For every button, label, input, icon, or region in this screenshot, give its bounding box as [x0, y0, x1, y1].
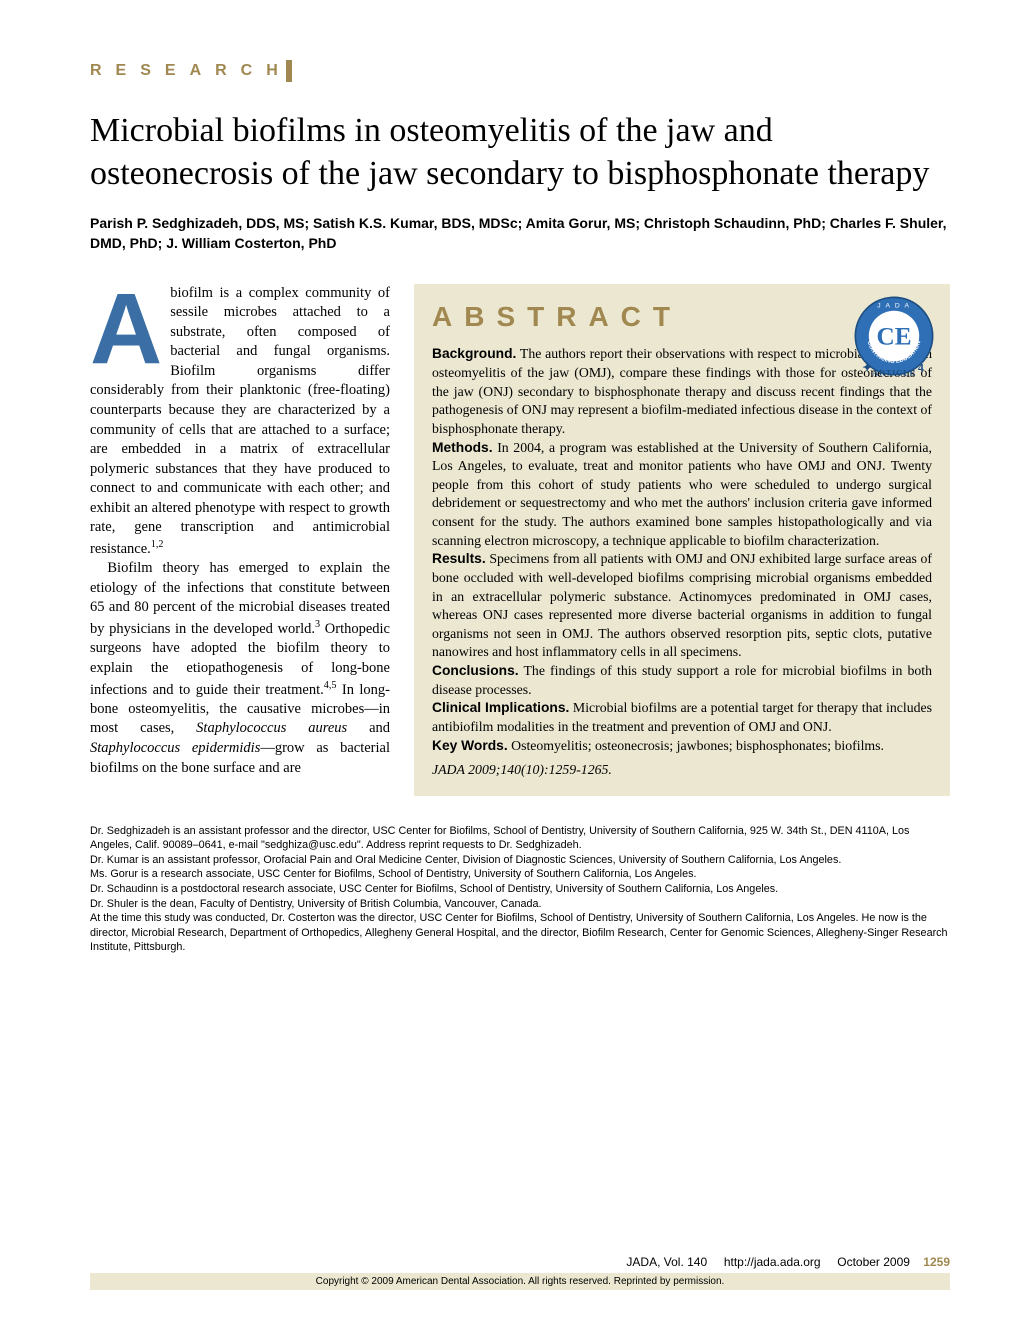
- section-label: RESEARCH: [90, 62, 292, 80]
- affiliation-line: Dr. Shuler is the dean, Faculty of Denti…: [90, 897, 950, 912]
- results-text: Specimens from all patients with OMJ and…: [432, 551, 932, 659]
- methods-text: In 2004, a program was established at th…: [432, 440, 932, 548]
- ref-1: 1,2: [151, 539, 164, 550]
- abstract-results: Results. Specimens from all patients wit…: [432, 550, 932, 662]
- background-label: Background.: [432, 346, 516, 361]
- footer-meta: JADA, Vol. 140 http://jada.ada.org Octob…: [90, 1255, 950, 1269]
- abstract-box: ABSTRACT CE J A D A CONTINUING EDUCATION…: [414, 284, 950, 796]
- abstract-keywords: Key Words. Osteomyelitis; osteonecrosis;…: [432, 737, 932, 756]
- content-columns: A biofilm is a complex community of sess…: [90, 284, 950, 796]
- footer-journal: JADA, Vol. 140: [626, 1255, 707, 1269]
- ref-3: 4,5: [324, 680, 337, 691]
- affiliation-line: Ms. Gorur is a research associate, USC C…: [90, 867, 950, 882]
- badge-num: 4: [918, 361, 924, 374]
- affiliation-line: Dr. Sedghizadeh is an assistant professo…: [90, 824, 950, 853]
- ce-badge-icon: CE J A D A CONTINUING EDUCATION ARTICLE …: [852, 294, 936, 378]
- clinical-label: Clinical Implications.: [432, 700, 569, 715]
- section-bar-icon: [286, 60, 292, 82]
- abstract-methods: Methods. In 2004, a program was establis…: [432, 439, 932, 551]
- badge-top: J A D A: [877, 302, 910, 309]
- affiliation-line: Dr. Schaudinn is a postdoctoral research…: [90, 882, 950, 897]
- keywords-label: Key Words.: [432, 738, 508, 753]
- body-column: A biofilm is a complex community of sess…: [90, 284, 390, 796]
- drop-cap: A: [90, 284, 170, 368]
- affiliation-line: Dr. Kumar is an assistant professor, Oro…: [90, 853, 950, 868]
- page-footer: JADA, Vol. 140 http://jada.ada.org Octob…: [90, 1255, 950, 1290]
- italic-2: Staphylococcus epidermidis: [90, 740, 260, 756]
- page-number: 1259: [923, 1255, 950, 1269]
- svg-text:✦: ✦: [862, 361, 872, 374]
- ce-text: CE: [877, 323, 912, 350]
- paragraph-2: Biofilm theory has emerged to explain th…: [90, 559, 390, 778]
- footer-url: http://jada.ada.org: [724, 1255, 821, 1269]
- article-title: Microbial biofilms in osteomyelitis of t…: [90, 110, 950, 195]
- methods-label: Methods.: [432, 440, 493, 455]
- italic-1: Staphylococcus aureus: [196, 720, 347, 736]
- conclusions-label: Conclusions.: [432, 663, 519, 678]
- abstract-clinical: Clinical Implications. Microbial biofilm…: [432, 699, 932, 736]
- copyright-bar: Copyright © 2009 American Dental Associa…: [90, 1273, 950, 1290]
- section-header: RESEARCH: [90, 60, 950, 82]
- author-list: Parish P. Sedghizadeh, DDS, MS; Satish K…: [90, 213, 950, 254]
- abstract-conclusions: Conclusions. The findings of this study …: [432, 662, 932, 699]
- paragraph-1: A biofilm is a complex community of sess…: [90, 284, 390, 560]
- footer-date: October 2009: [837, 1255, 910, 1269]
- affiliation-line: At the time this study was conducted, Dr…: [90, 911, 950, 955]
- results-label: Results.: [432, 551, 486, 566]
- badge-article: ARTICLE: [872, 368, 916, 377]
- affiliations: Dr. Sedghizadeh is an assistant professo…: [90, 824, 950, 955]
- keywords-text: Osteomyelitis; osteonecrosis; jawbones; …: [508, 738, 884, 753]
- abstract-citation: JADA 2009;140(10):1259-1265.: [432, 761, 932, 780]
- para2d: and: [347, 720, 390, 736]
